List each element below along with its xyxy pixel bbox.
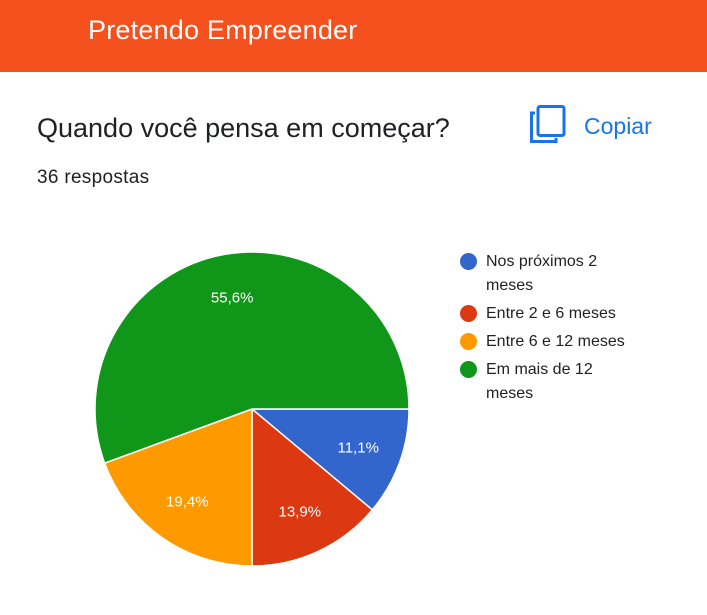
legend-label: Nos próximos 2 meses (486, 253, 598, 294)
form-title: Pretendo Empreender (88, 15, 358, 45)
pie-slice (103, 407, 253, 567)
pie-chart: 11,1% 13,9% 19,4% 55,6% (94, 251, 410, 567)
pie-slice-labels: 11,1% 13,9% 19,4% 55,6% (166, 290, 379, 521)
slice-value-label: 55,6% (211, 290, 254, 307)
chart-legend: Nos próximos 2 meses Entre 2 e 6 meses Ent… (460, 250, 700, 410)
legend-swatch (460, 333, 477, 350)
copy-button[interactable]: Copiar (530, 104, 652, 148)
legend-swatch (460, 305, 477, 322)
copy-label: Copiar (584, 112, 652, 139)
slice-value-label: 19,4% (166, 494, 209, 511)
slice-value-label: 13,9% (279, 503, 322, 520)
legend-label: Entre 2 e 6 meses (486, 305, 616, 322)
slice-value-label: 11,1% (337, 440, 378, 457)
legend-label: Entre 6 e 12 meses (486, 333, 625, 350)
app-header: Pretendo Empreender (0, 0, 707, 72)
legend-item: Nos próximos 2 meses (460, 250, 700, 298)
legend-item: Entre 2 e 6 meses (460, 302, 700, 326)
pie-slices (94, 251, 410, 567)
legend-label: Em mais de 12 meses (486, 361, 593, 402)
legend-swatch (460, 361, 477, 378)
question-title: Quando você pensa em começar? (37, 113, 450, 143)
legend-item: Em mais de 12 meses (460, 358, 700, 406)
pie-slice (251, 407, 374, 567)
legend-item: Entre 6 e 12 meses (460, 330, 700, 354)
pie-slice (94, 251, 410, 465)
pie-slice (249, 408, 410, 511)
legend-swatch (460, 253, 477, 270)
copy-icon (530, 104, 566, 148)
response-count: 36 respostas (37, 167, 150, 188)
